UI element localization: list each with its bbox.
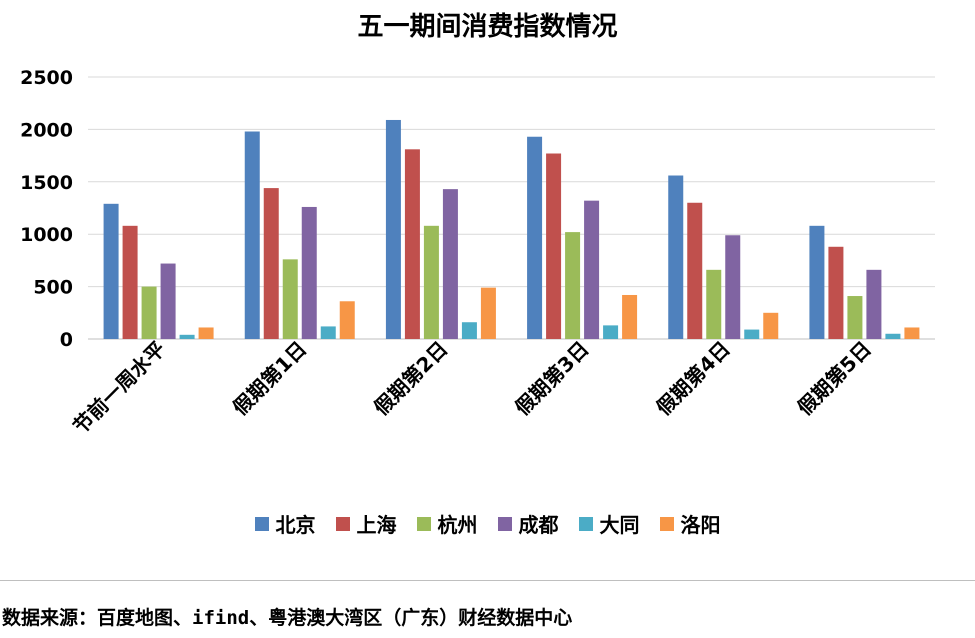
bar xyxy=(301,206,317,339)
bar xyxy=(828,246,844,339)
bar xyxy=(385,119,401,339)
legend-label: 杭州 xyxy=(437,513,478,537)
bar xyxy=(282,259,298,339)
legend-swatch xyxy=(335,516,350,531)
bar xyxy=(103,203,119,339)
legend-label: 大同 xyxy=(599,513,640,537)
x-axis-ticks: 节前一周水平 假期第1日 假期第2日 假期第3日 假期第4日 假期第5日 xyxy=(68,337,876,439)
y-tick-label: 0 xyxy=(60,329,73,351)
legend-item: 成都 xyxy=(497,509,559,538)
chart-title: 五一期间消费指数情况 xyxy=(357,12,618,42)
bar xyxy=(263,188,279,339)
bar xyxy=(480,287,496,339)
legend-item: 洛阳 xyxy=(659,509,721,538)
bar xyxy=(809,225,825,339)
bar xyxy=(546,153,562,339)
bar xyxy=(584,200,600,339)
bar xyxy=(320,326,336,339)
legend-swatch xyxy=(578,516,593,531)
y-tick-label: 1500 xyxy=(20,172,73,194)
bar xyxy=(160,263,176,339)
legend-item: 大同 xyxy=(578,509,640,538)
x-tick-label: 假期第4日 xyxy=(651,337,734,420)
bar xyxy=(527,136,543,339)
bar xyxy=(423,225,439,339)
bar xyxy=(122,225,138,339)
legend-swatch xyxy=(497,516,512,531)
bar xyxy=(179,334,195,339)
legend-label: 北京 xyxy=(275,513,316,537)
bar xyxy=(461,322,477,339)
bar xyxy=(622,294,638,339)
legend-item: 上海 xyxy=(335,509,397,538)
legend-label: 洛阳 xyxy=(680,513,721,537)
gridlines xyxy=(88,76,935,340)
legend-swatch xyxy=(416,516,431,531)
bar xyxy=(725,235,741,339)
bar xyxy=(404,149,420,339)
bar xyxy=(565,232,581,339)
bar xyxy=(668,175,684,339)
footer-divider xyxy=(0,580,975,581)
legend-item: 杭州 xyxy=(416,509,478,538)
bars xyxy=(103,119,920,339)
y-tick-label: 2000 xyxy=(20,119,73,141)
bar xyxy=(744,329,760,339)
bar xyxy=(763,312,779,339)
y-tick-label: 500 xyxy=(33,277,73,299)
y-axis-ticks: 0 500 1000 1500 2000 2500 xyxy=(20,67,73,351)
bar xyxy=(244,131,260,339)
bar xyxy=(847,296,863,339)
legend-item: 北京 xyxy=(254,509,316,538)
bar xyxy=(442,189,458,339)
bar xyxy=(904,327,920,339)
bar xyxy=(885,333,901,339)
bar xyxy=(706,269,722,339)
legend-label: 上海 xyxy=(356,513,397,537)
legend-swatch xyxy=(254,516,269,531)
x-tick-label: 假期第3日 xyxy=(510,337,593,420)
legend-label: 成都 xyxy=(518,513,559,537)
x-tick-label: 节前一周水平 xyxy=(68,337,170,439)
chart-legend: 北京 上海 杭州 成都 大同 洛阳 xyxy=(0,509,975,538)
y-tick-label: 2500 xyxy=(20,67,73,89)
x-tick-label: 假期第5日 xyxy=(793,337,876,420)
bar xyxy=(866,269,882,339)
source-note: 数据来源：百度地图、ifind、粤港澳大湾区（广东）财经数据中心 xyxy=(2,607,573,629)
y-tick-label: 1000 xyxy=(20,224,73,246)
bar xyxy=(339,301,355,339)
x-tick-label: 假期第1日 xyxy=(228,337,311,420)
x-tick-label: 假期第2日 xyxy=(369,337,452,420)
legend-swatch xyxy=(659,516,674,531)
bar xyxy=(603,325,619,339)
bar xyxy=(198,327,214,339)
bar xyxy=(687,202,703,339)
bar xyxy=(141,286,157,339)
